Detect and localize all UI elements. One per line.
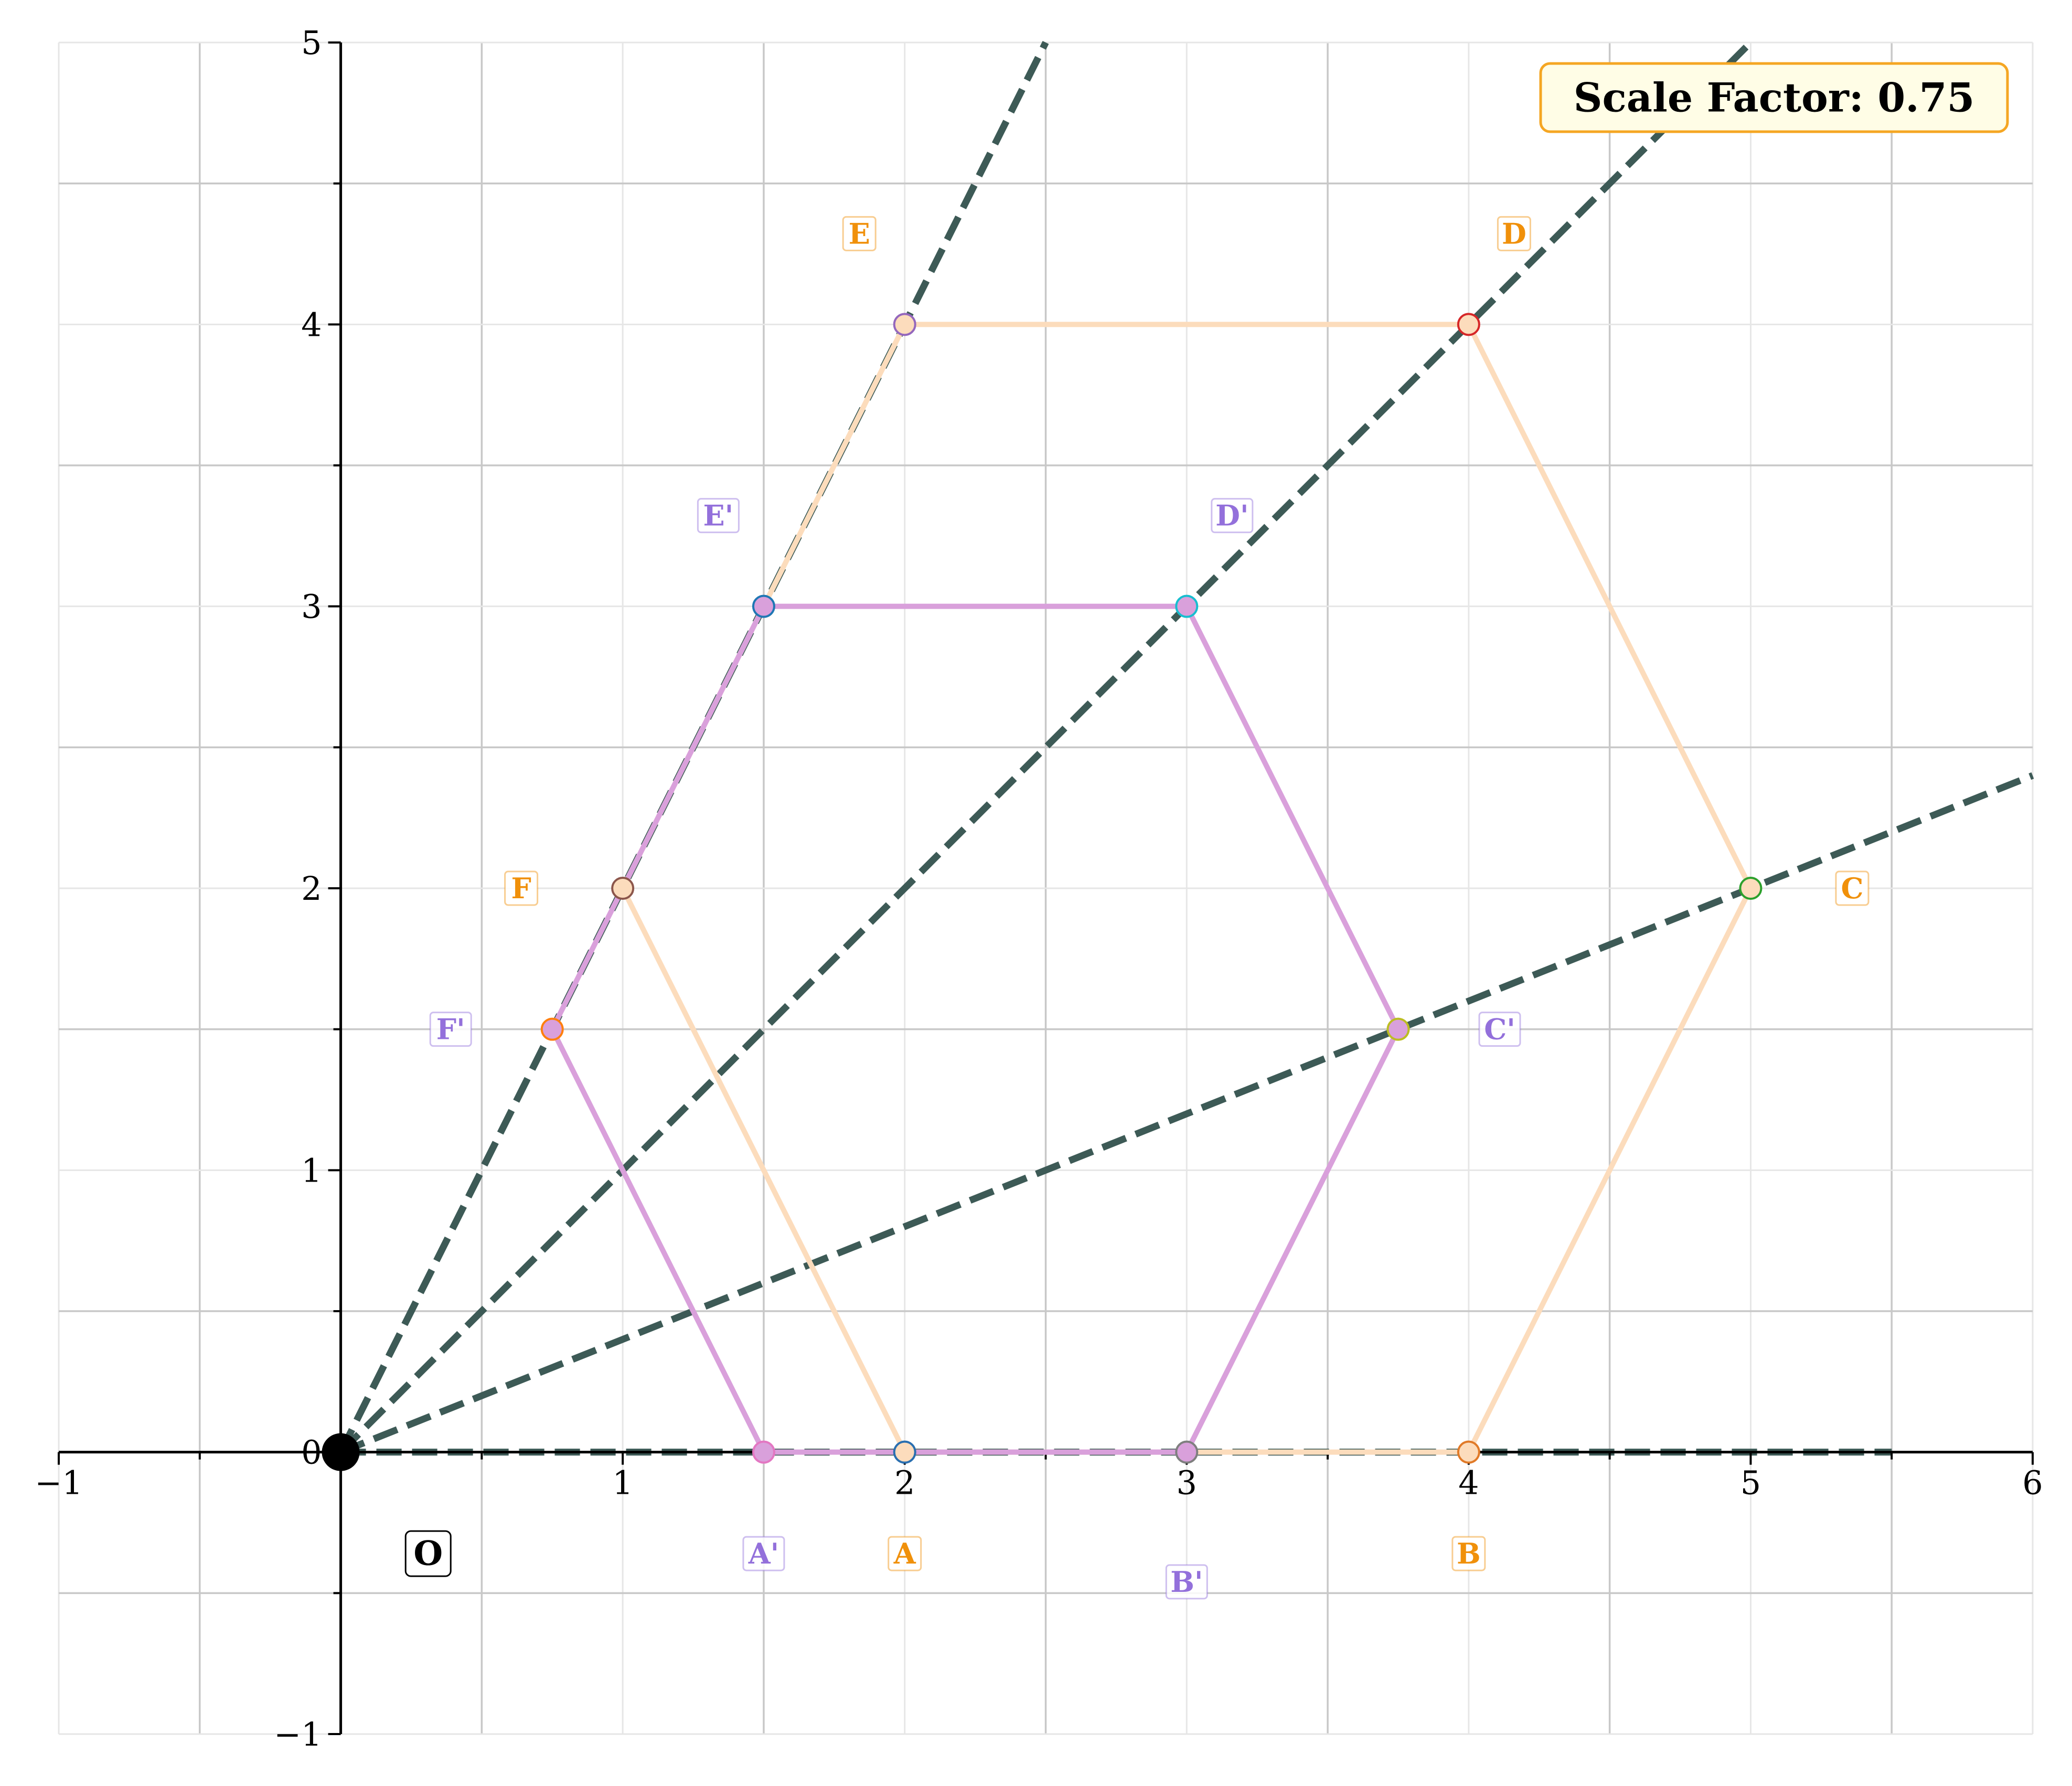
x-tick-label: 6	[2022, 1464, 2043, 1502]
image-label-box	[742, 1536, 785, 1571]
original-label-E: E	[849, 217, 870, 250]
y-tick-label: 0	[301, 1433, 322, 1472]
y-tick-label: 2	[301, 869, 322, 908]
original-vertex-B	[1457, 1440, 1480, 1464]
vertex-points	[540, 313, 1763, 1464]
image-label-box	[1211, 498, 1254, 534]
image-vertex-E'	[752, 594, 775, 618]
image-vertex-A'	[752, 1440, 775, 1464]
x-tick-label: −1	[35, 1464, 82, 1502]
image-label-E': E'	[703, 499, 734, 533]
x-tick-label: 2	[894, 1464, 915, 1502]
x-tick-label: 4	[1458, 1464, 1479, 1502]
grid	[58, 41, 2034, 1735]
image-vertex-D'	[1175, 594, 1199, 618]
original-label-box	[1497, 216, 1531, 251]
x-tick-label: 1	[612, 1464, 633, 1502]
y-tick-label: −1	[274, 1715, 322, 1753]
image-label-box	[1165, 1564, 1208, 1600]
y-tick-label: 1	[301, 1151, 322, 1189]
original-label-F: F	[511, 871, 531, 905]
image-vertex-B'	[1175, 1440, 1199, 1464]
image-label-box	[1478, 1012, 1521, 1047]
image-label-box	[429, 1012, 472, 1047]
y-tick-label: 3	[301, 588, 322, 626]
scale-factor-frame	[1539, 62, 2009, 133]
center-label: O	[413, 1534, 443, 1574]
image-vertex-F'	[540, 1017, 564, 1041]
original-vertex-A	[893, 1440, 916, 1464]
ray-D	[338, 40, 1754, 1455]
original-label-A: A	[893, 1537, 916, 1570]
center-marker: O	[322, 1433, 452, 1577]
original-label-B: B	[1457, 1537, 1481, 1570]
original-vertex-D	[1457, 313, 1480, 336]
original-vertex-C	[1739, 877, 1763, 900]
x-tick-label: 3	[1177, 1464, 1197, 1502]
original-label-box	[504, 870, 539, 906]
image-label-B': B'	[1170, 1565, 1203, 1599]
y-tick-label: 5	[301, 24, 322, 62]
image-vertex-C'	[1386, 1017, 1410, 1041]
scale-factor-label: Scale Factor: 0.75	[1574, 75, 1975, 121]
original-label-box	[1835, 870, 1870, 906]
center-dot	[322, 1433, 360, 1471]
original-vertex-E	[893, 313, 916, 336]
original-vertex-F	[611, 877, 635, 900]
y-tick-label: 4	[301, 305, 322, 344]
original-label-box	[888, 1536, 922, 1571]
vertex-labels: A B C D E F A' B' C' D' E' F'	[429, 216, 1870, 1600]
original-label-box	[1451, 1536, 1486, 1571]
center-label-box	[404, 1530, 452, 1577]
original-label-C: C	[1841, 871, 1863, 905]
original-label-D: D	[1502, 217, 1526, 250]
x-tick-label: 5	[1740, 1464, 1761, 1502]
original-label-box	[842, 216, 877, 251]
image-label-C': C'	[1484, 1013, 1515, 1046]
image-label-D': D'	[1215, 499, 1248, 533]
image-label-box	[697, 498, 740, 534]
image-label-F': F'	[436, 1013, 465, 1046]
image-label-A': A'	[748, 1537, 779, 1570]
scale-factor-box: Scale Factor: 0.75	[1539, 62, 2009, 133]
